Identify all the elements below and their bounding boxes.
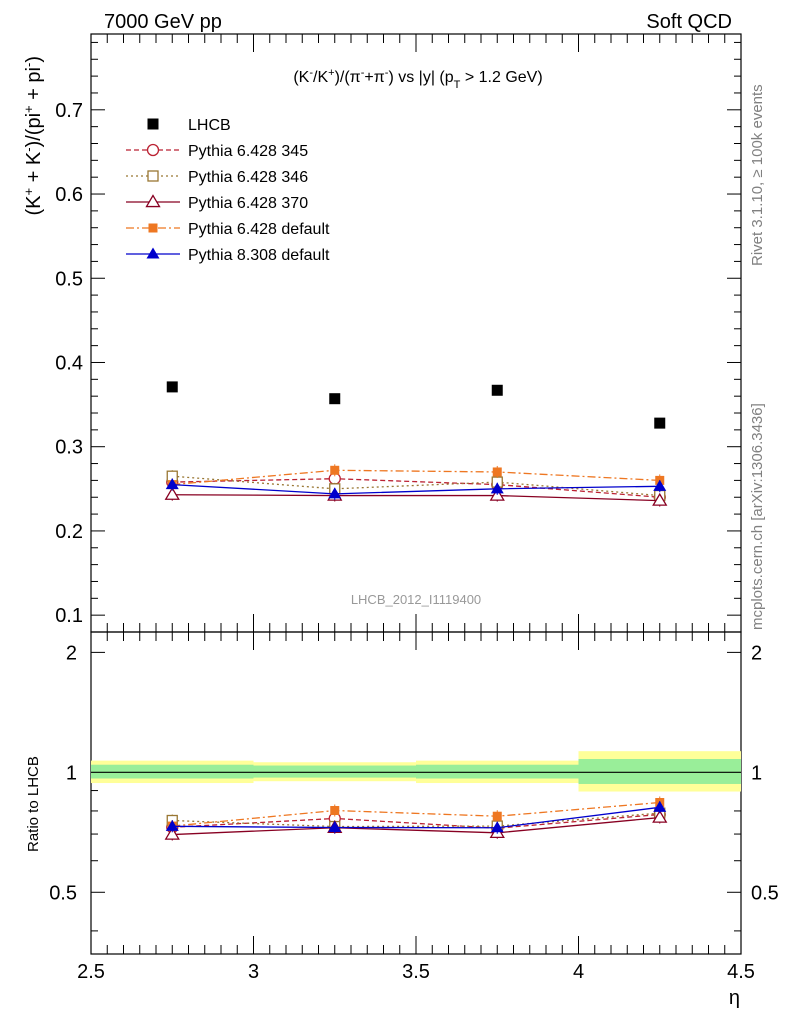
main-series-4-line (172, 483, 660, 495)
ratio-axis-ticks: 0.5 0.5 1 1 2 2 (49, 642, 779, 932)
main-series-1-line (172, 475, 660, 497)
legend-entry: Pythia 6.428 370 (126, 194, 308, 212)
ratio-series-2-point (164, 826, 180, 840)
lhcb-point (166, 381, 178, 393)
y-axis-label: (K+ + K-)/(pi+ + pi-) (21, 56, 46, 216)
ratio-band-inner (91, 764, 254, 779)
series-4-ratio (165, 800, 667, 834)
ratio-tick-label: 0.5 (49, 882, 77, 904)
main-series-2-line (172, 494, 660, 502)
main-series-4-point (328, 487, 342, 499)
ratio-band-inner (578, 759, 741, 784)
y-tick-label: 0.6 (55, 184, 83, 206)
y-tick-label: 0.5 (55, 268, 83, 290)
legend-label: Pythia 6.428 default (188, 221, 330, 238)
y-tick-label: 0.4 (55, 352, 83, 374)
ratio-uncertainty-bands (91, 751, 741, 792)
legend-marker (146, 247, 160, 259)
x-axis-label: η (729, 987, 740, 1009)
ratio-tick-label-right: 0.5 (751, 882, 779, 904)
lhcb-point (329, 393, 341, 405)
legend-label: LHCB (188, 117, 231, 134)
legend-entry: Pythia 6.428 345 (126, 143, 308, 160)
ratio-series-0-line (172, 813, 660, 829)
ratio-series-2-line (172, 816, 660, 836)
main-series-3-line (172, 469, 660, 486)
x-tick-label: 3 (248, 961, 259, 983)
lhcb-point (491, 384, 503, 396)
ratio-series-4-point (328, 821, 342, 833)
legend-entry: Pythia 6.428 default (126, 221, 330, 238)
ratio-tick-label-right: 2 (751, 642, 762, 664)
main-series-0-line (172, 478, 660, 498)
main-series-4-point (653, 479, 667, 491)
ratio-series-1-line (172, 812, 660, 828)
ratio-series-3-point (330, 806, 340, 816)
series-1-main (166, 470, 666, 502)
ratio-plot-frame (90, 631, 742, 955)
x-tick-label: 3.5 (402, 961, 430, 983)
legend-entry: Pythia 8.308 default (126, 247, 330, 264)
x-tick-label: 4.5 (727, 961, 755, 983)
y-tick-label: 0.3 (55, 437, 83, 459)
ratio-series-3-line (172, 801, 660, 827)
x-tick-label: 2.5 (77, 961, 105, 983)
x-tick-label: 4 (573, 961, 584, 983)
rivet-version-label: Rivet 3.1.10, ≥ 100k events (749, 84, 766, 266)
main-series-2-point (652, 492, 668, 506)
analysis-watermark: LHCB_2012_I1119400 (351, 592, 481, 607)
lhcb-point (654, 417, 666, 429)
legend-marker (145, 194, 161, 208)
main-axis-ticks: 0.1 0.2 0.3 0.4 0.5 0.6 0.7 (55, 41, 741, 633)
ratio-band-inner (253, 765, 416, 778)
ratio-tick-label-right: 1 (751, 762, 762, 784)
legend-entry: LHCB (147, 117, 231, 134)
legend-label: Pythia 8.308 default (188, 247, 330, 264)
mcplots-url-label: mcplots.cern.ch [arXiv:1306.3436] (749, 403, 766, 630)
main-series-4-point (165, 478, 179, 490)
ratio-y-axis-label: Ratio to LHCB (25, 756, 42, 852)
series-3-main (167, 464, 665, 491)
legend-label: Pythia 6.428 345 (188, 143, 308, 160)
lhcb-data-points (166, 381, 666, 429)
plot-title: (K-/K+)/(π-+π-) vs |y| (pT > 1.2 GeV) (293, 67, 542, 91)
legend-marker (148, 223, 158, 233)
ratio-tick-label: 1 (66, 762, 77, 784)
ratio-series-4-point (653, 800, 667, 812)
ratio-series-2-point (652, 809, 668, 823)
legend-label: Pythia 6.428 346 (188, 169, 308, 186)
main-series-2-point (164, 486, 180, 500)
y-tick-label: 0.1 (55, 605, 83, 627)
ratio-series-4-line (172, 806, 660, 829)
ratio-tick-label: 2 (66, 642, 77, 664)
ratio-series-4-point (165, 819, 179, 831)
ratio-series-4-point (490, 821, 504, 833)
legend-label: Pythia 6.428 370 (188, 195, 308, 212)
legend: LHCB Pythia 6.428 345 Pythia 6.428 346 Pyth… (126, 117, 330, 264)
ratio-series-group (164, 796, 668, 841)
main-series-3-point (492, 467, 502, 477)
ratio-series-3-point (492, 811, 502, 821)
main-series-group (164, 464, 668, 507)
y-tick-label: 0.7 (55, 100, 83, 122)
legend-entry: Pythia 6.428 346 (126, 169, 308, 186)
legend-marker (147, 118, 159, 130)
legend-marker (147, 170, 159, 182)
legend-marker (146, 143, 160, 157)
main-series-3-point (330, 465, 340, 475)
header-right-label: Soft QCD (646, 11, 732, 33)
main-series-4-point (490, 482, 504, 494)
series-4-main (165, 478, 667, 500)
x-axis-ticks: 2.5 3 3.5 4 4.5 (77, 34, 755, 983)
ratio-band-inner (416, 764, 579, 779)
y-tick-label: 0.2 (55, 521, 83, 543)
header-left-label: 7000 GeV pp (104, 11, 222, 33)
